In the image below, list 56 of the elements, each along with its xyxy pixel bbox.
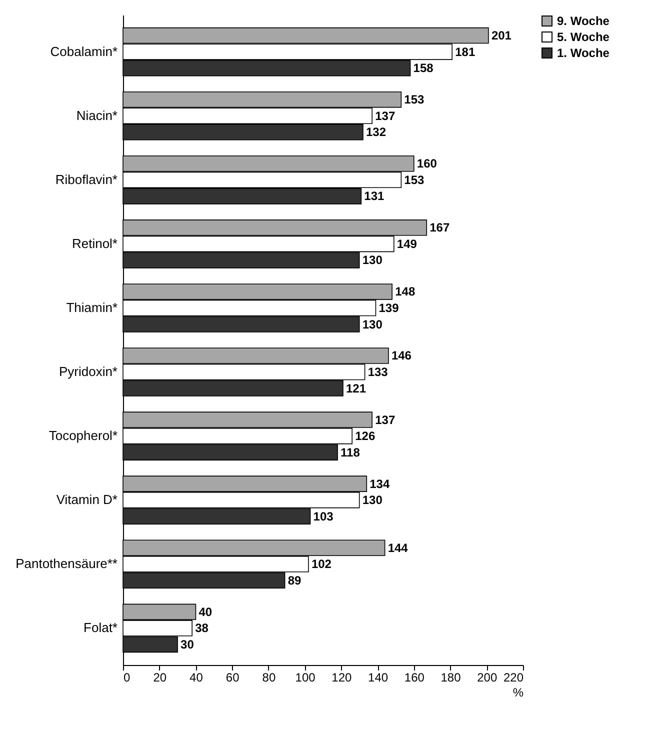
x-tick-label: 60 [226,670,240,684]
y-tick-label: Pyridoxin* [58,364,118,380]
data-label: 130 [362,253,383,268]
data-label: 40 [198,604,212,619]
data-label: 130 [362,317,383,332]
x-tick-label: 160 [404,670,425,684]
x-axis-title: % [512,686,524,700]
x-tick-label: 200 [477,670,498,684]
data-label: 102 [311,557,332,572]
data-label: 149 [396,236,418,251]
data-label: 181 [455,44,476,59]
x-tick-label: 180 [440,670,462,684]
x-tick-label: 120 [332,670,352,684]
data-label: 137 [375,108,396,123]
data-label: 158 [413,61,434,76]
x-tick-label: 140 [368,670,388,684]
y-tick-label: Folat* [84,620,118,636]
data-label: 153 [404,172,425,187]
x-tick-label: 40 [190,670,204,684]
data-label: 146 [391,348,412,363]
y-tick-label: Retinol* [72,236,118,251]
x-tick-label: 220 [503,670,524,684]
data-label: 167 [430,220,450,235]
data-label: 137 [375,412,396,427]
legend-label: 9. Woche [557,14,610,28]
legend-label: 1. Woche [557,46,610,60]
data-label: 160 [416,156,438,171]
data-label: 89 [288,573,302,588]
data-label: 38 [195,621,209,636]
x-tick-label: 80 [262,670,276,684]
data-label: 126 [355,429,376,444]
data-label: 103 [313,509,334,524]
data-label: 153 [404,92,425,107]
y-tick-label: Pantothensäure** [16,556,118,572]
y-tick-label: Tocopherol* [48,428,118,444]
data-label: 30 [180,637,194,652]
x-tick-label: 100 [295,670,316,684]
data-label: 130 [362,493,383,508]
y-tick-label: Riboflavin* [55,172,118,187]
data-label: 139 [378,300,400,315]
y-tick-label: Thiamin* [66,300,118,315]
data-label: 121 [346,381,366,396]
data-label: 134 [370,476,390,491]
data-label: 132 [366,125,386,140]
data-label: 201 [491,28,512,43]
y-tick-label: Niacin* [76,108,118,123]
x-tick-label: 20 [153,670,167,684]
data-label: 144 [388,540,408,555]
y-tick-label: Vitamin D* [56,492,118,508]
data-label: 148 [395,284,416,299]
data-label: 133 [368,365,388,380]
legend-label: 5. Woche [557,30,610,44]
data-label: 118 [340,445,360,460]
x-tick-label: 0 [124,670,130,684]
data-label: 131 [364,189,385,204]
y-tick-label: Cobalamin* [50,44,118,59]
